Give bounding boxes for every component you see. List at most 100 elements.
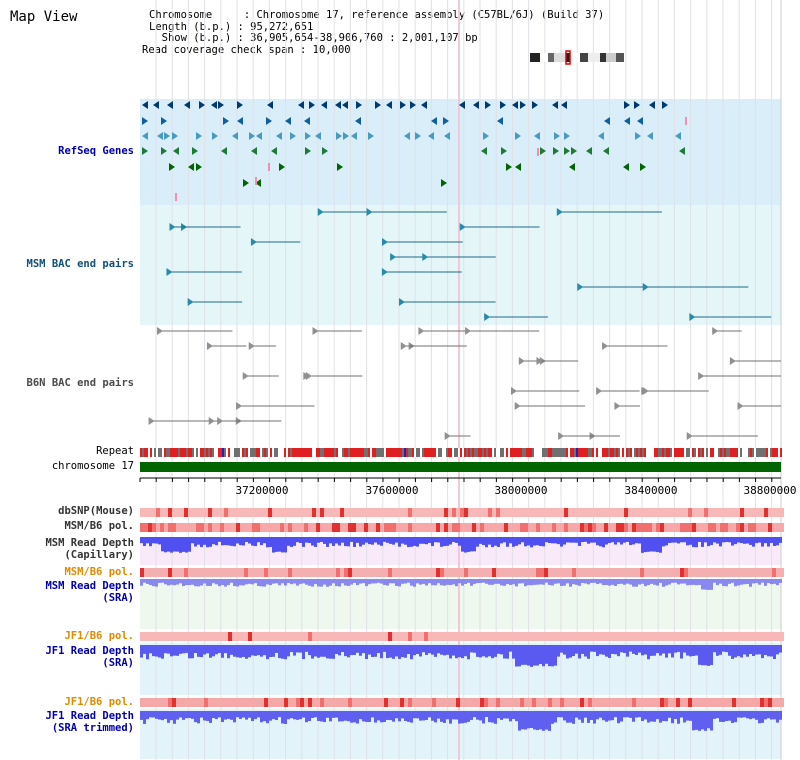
repeat-bar bbox=[410, 448, 412, 457]
depth-bar bbox=[746, 711, 749, 719]
pol-cell bbox=[624, 568, 628, 577]
pol-cell bbox=[648, 632, 652, 641]
depth-bar bbox=[701, 645, 704, 666]
pol-cell bbox=[616, 698, 620, 707]
repeat-bar bbox=[216, 448, 218, 457]
depth-bar bbox=[644, 711, 647, 720]
pol-cell bbox=[756, 568, 760, 577]
pol-cell bbox=[704, 698, 708, 707]
track-label-b6n-bac[interactable]: B6N BAC end pairs bbox=[26, 377, 134, 389]
depth-bar bbox=[467, 537, 470, 552]
pol-cell bbox=[772, 698, 776, 707]
depth-bar bbox=[731, 579, 734, 583]
depth-bar bbox=[407, 579, 410, 583]
track-label-jf1-pol-1[interactable]: JF1/B6 pol. bbox=[64, 630, 134, 642]
pol-cell bbox=[540, 508, 544, 517]
repeat-bar bbox=[206, 448, 208, 457]
depth-bar bbox=[605, 645, 608, 657]
repeat-bar bbox=[764, 448, 766, 457]
depth-bar bbox=[251, 645, 254, 656]
pol-cell bbox=[500, 568, 504, 577]
depth-bar bbox=[158, 711, 161, 720]
depth-bar bbox=[527, 537, 530, 546]
ruler-tick-label: 38000000 bbox=[494, 484, 548, 497]
depth-bar bbox=[620, 711, 623, 722]
pol-cell bbox=[444, 523, 448, 532]
track-label-repeat[interactable]: Repeat bbox=[96, 445, 134, 457]
pol-cell bbox=[468, 523, 472, 532]
track-label-msm-depth-sra[interactable]: MSM Read Depth (SRA) bbox=[45, 580, 134, 604]
repeat-bar bbox=[478, 448, 480, 457]
pol-cell bbox=[576, 568, 580, 577]
pol-cell bbox=[284, 568, 288, 577]
repeat-bar bbox=[726, 448, 728, 457]
pol-cell bbox=[280, 632, 284, 641]
bac-end-glyph bbox=[187, 298, 194, 306]
pol-cell bbox=[552, 568, 556, 577]
pol-cell bbox=[448, 698, 452, 707]
repeat-bar bbox=[516, 448, 518, 457]
track-label-dbsnp[interactable]: dbSNP(Mouse) bbox=[58, 505, 134, 517]
pol-cell bbox=[480, 632, 484, 641]
depth-bar bbox=[581, 537, 584, 543]
depth-bar bbox=[659, 645, 662, 656]
depth-bar bbox=[686, 579, 689, 586]
depth-bar bbox=[272, 579, 275, 584]
gene-marker bbox=[255, 177, 257, 185]
pol-cell bbox=[248, 632, 252, 641]
pol-cell bbox=[560, 632, 564, 641]
pol-cell bbox=[720, 632, 724, 641]
depth-bar bbox=[455, 579, 458, 587]
gene-glyph bbox=[506, 163, 512, 171]
depth-bar bbox=[779, 711, 782, 720]
pol-cell bbox=[184, 523, 188, 532]
pol-cell bbox=[204, 698, 208, 707]
pol-cell bbox=[564, 698, 568, 707]
gene-glyph bbox=[237, 117, 243, 125]
ideogram-band bbox=[580, 53, 588, 62]
track-label-msm-pol-1[interactable]: MSM/B6 pol. bbox=[64, 520, 134, 532]
depth-bar bbox=[476, 579, 479, 584]
depth-bar bbox=[437, 711, 440, 719]
depth-bar bbox=[278, 711, 281, 718]
pol-cell bbox=[488, 698, 492, 707]
pol-cell bbox=[524, 568, 528, 577]
repeat-bar bbox=[618, 448, 620, 457]
pol-cell bbox=[340, 523, 344, 532]
depth-bar bbox=[671, 711, 674, 724]
pol-cell bbox=[596, 632, 600, 641]
gene-glyph bbox=[169, 163, 175, 171]
repeat-bar bbox=[392, 448, 394, 457]
repeat-bar bbox=[468, 448, 470, 457]
track-label-jf1-depth-trimmed[interactable]: JF1 Read Depth (SRA trimmed) bbox=[45, 710, 134, 734]
depth-bar bbox=[302, 645, 305, 660]
repeat-bar bbox=[350, 448, 352, 457]
depth-bar bbox=[353, 579, 356, 583]
track-label-chromosome[interactable]: chromosome 17 bbox=[51, 460, 134, 472]
depth-bar bbox=[659, 537, 662, 553]
pol-cell bbox=[648, 568, 652, 577]
pol-cell bbox=[368, 568, 372, 577]
pol-cell bbox=[220, 698, 224, 707]
track-label-msm-depth-capillary[interactable]: MSM Read Depth (Capillary) bbox=[45, 537, 134, 561]
pol-cell bbox=[776, 568, 780, 577]
gene-glyph bbox=[184, 101, 190, 109]
pol-cell bbox=[504, 508, 508, 517]
depth-bar bbox=[632, 711, 635, 722]
repeat-bar bbox=[444, 448, 446, 457]
pol-cell bbox=[532, 632, 536, 641]
depth-bar bbox=[446, 645, 449, 655]
track-label-jf1-pol-2[interactable]: JF1/B6 pol. bbox=[64, 696, 134, 708]
track-label-refseq[interactable]: RefSeq Genes bbox=[58, 145, 134, 157]
track-label-msm-bac[interactable]: MSM BAC end pairs bbox=[26, 258, 134, 270]
depth-bar bbox=[425, 579, 428, 586]
pol-cell bbox=[172, 698, 176, 707]
depth-bar bbox=[563, 537, 566, 545]
repeat-bar bbox=[696, 448, 698, 457]
depth-bar bbox=[200, 537, 203, 548]
track-label-jf1-depth-sra[interactable]: JF1 Read Depth (SRA) bbox=[45, 645, 134, 669]
pol-cell bbox=[148, 632, 152, 641]
track-label-msm-pol-2[interactable]: MSM/B6 pol. bbox=[64, 566, 134, 578]
bac-end-glyph bbox=[366, 208, 373, 216]
